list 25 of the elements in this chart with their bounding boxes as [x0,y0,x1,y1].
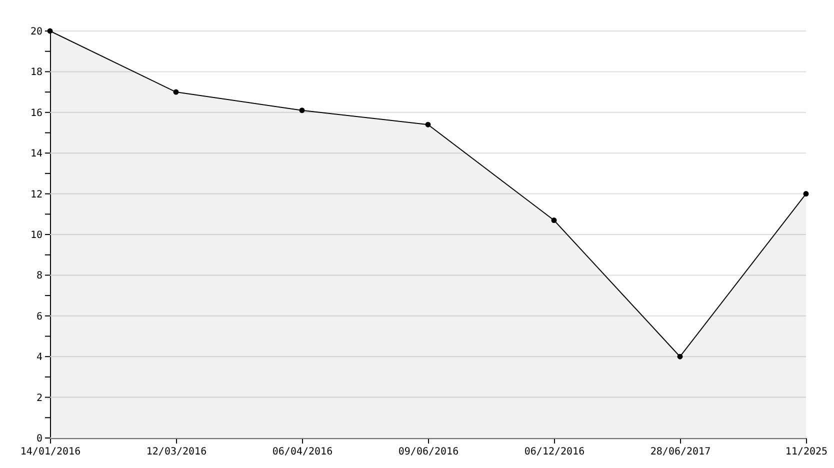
x-tick-label: 28/06/2017 [650,446,711,458]
y-tick-label: 12 [30,189,42,200]
x-tick-label: 06/12/2016 [524,446,585,458]
y-tick-label: 14 [30,148,42,160]
y-tick-label: 16 [30,108,42,119]
point [425,122,431,128]
point [173,89,179,95]
point [551,218,557,223]
point [803,191,809,197]
x-tick-label: 14/01/2016 [20,446,81,458]
y-tick-label: 6 [36,311,42,322]
x-tick-label: 06/04/2016 [272,446,333,458]
y-tick-label: 4 [36,352,42,364]
y-tick-label: 8 [36,270,42,282]
y-tick-label: 18 [30,67,42,78]
y-tick-label: 0 [36,434,42,444]
y-tick-label: 2 [36,392,42,404]
y-tick-label: 20 [30,26,42,38]
point [299,108,305,114]
x-tick-label: 09/06/2016 [398,446,459,458]
y-tick-label: 10 [30,230,42,241]
x-tick-label: 11/2025 [785,446,828,458]
x-tick-label: 12/03/2016 [146,446,207,458]
point [677,354,683,360]
point [47,28,53,34]
